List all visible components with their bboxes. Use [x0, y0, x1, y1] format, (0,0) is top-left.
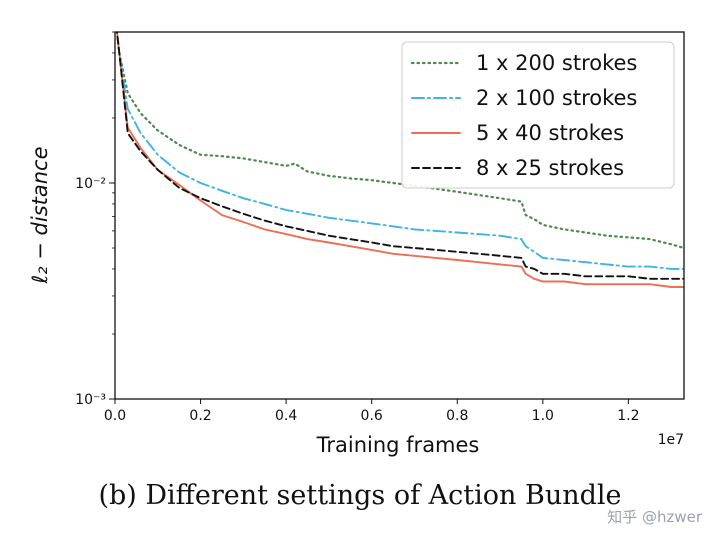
x-axis-ticks: 0.0 0.2 0.4 0.6 0.8 1.0 1.2 — [104, 399, 640, 424]
series-layer — [115, 32, 684, 288]
x-tick-label: 0.8 — [446, 408, 468, 424]
series-line-3 — [115, 32, 684, 288]
x-tick-label: 0.0 — [104, 408, 126, 424]
legend-label-4: 8 x 25 strokes — [476, 156, 624, 180]
x-axis-label: Training frames — [316, 433, 480, 457]
legend-box — [401, 41, 675, 189]
y-axis-label: ℓ₂ − distance — [28, 146, 52, 284]
y-axis-ticks: 10⁻³ 10⁻² — [75, 31, 115, 408]
line-chart: 0.0 0.2 0.4 0.6 0.8 1.0 1.2 10⁻³ 10⁻² Training … — [28, 31, 685, 457]
legend-label-1: 1 x 200 strokes — [476, 51, 637, 75]
x-tick-label: 1.0 — [532, 408, 554, 424]
watermark: 知乎 @hzwer — [607, 508, 702, 526]
legend-label-2: 2 x 100 strokes — [476, 86, 637, 110]
series-line-2 — [115, 32, 684, 270]
x-tick-label: 1.2 — [617, 408, 639, 424]
series-line-1 — [115, 32, 684, 250]
legend-label-3: 5 x 40 strokes — [476, 121, 624, 145]
x-axis-offset-label: 1e7 — [658, 432, 684, 448]
plot-frame — [114, 31, 685, 400]
y-tick-label: 10⁻² — [75, 176, 106, 192]
y-tick-label: 10⁻³ — [75, 392, 106, 408]
x-tick-label: 0.2 — [189, 408, 211, 424]
legend: 1 x 200 strokes 2 x 100 strokes 5 x 40 str… — [401, 41, 675, 189]
series-line-4 — [115, 32, 684, 280]
x-tick-label: 0.4 — [275, 408, 297, 424]
x-tick-label: 0.6 — [361, 408, 383, 424]
figure-caption: (b) Different settings of Action Bundle — [98, 480, 622, 511]
